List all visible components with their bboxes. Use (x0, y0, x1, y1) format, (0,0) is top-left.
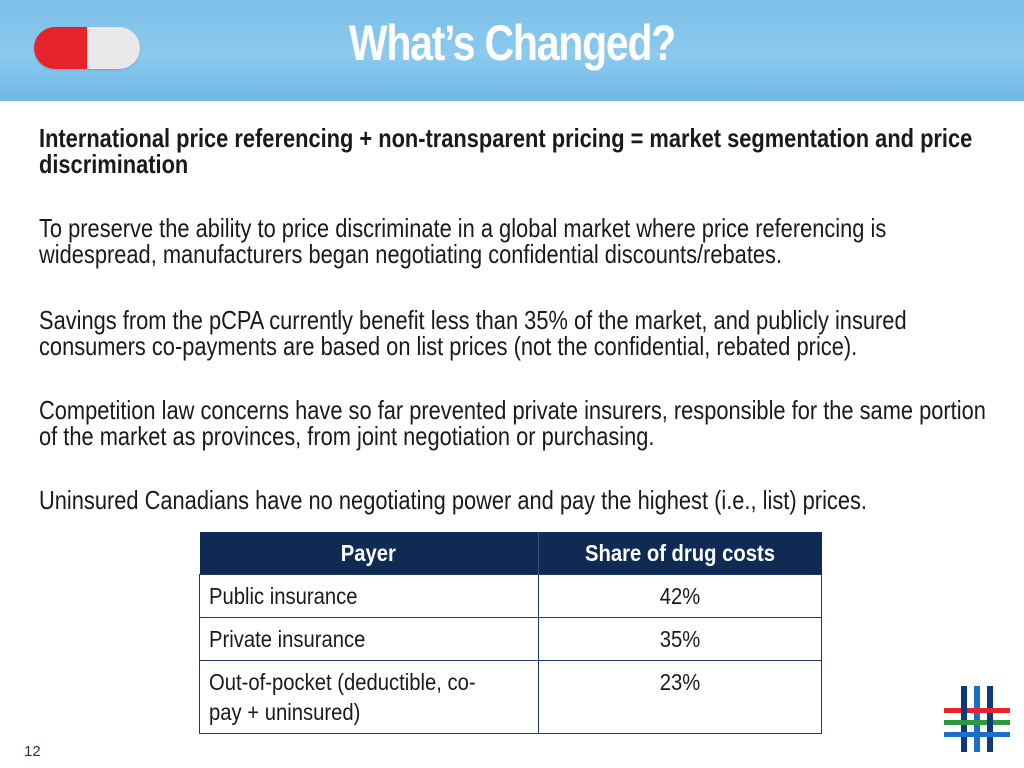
table-header-row: Payer Share of drug costs (199, 532, 822, 575)
column-header-share: Share of drug costs (538, 532, 822, 575)
paragraph-5: Uninsured Canadians have no negotiating … (39, 485, 867, 515)
table-row: Out-of-pocket (deductible, co-pay + unin… (199, 660, 822, 734)
column-header-payer: Payer (199, 532, 539, 575)
page-title: What’s Changed? (348, 15, 676, 71)
pill-icon (34, 27, 140, 69)
paragraph-4: Competition law concerns have so far pre… (39, 395, 986, 451)
paragraph-3: Savings from the pCPA currently benefit … (39, 305, 907, 361)
share-cell: 42% (538, 574, 822, 618)
share-cell: 23% (538, 660, 822, 734)
payer-cell: Private insurance (199, 617, 539, 661)
pill-white-half (87, 27, 140, 69)
table-row: Private insurance 35% (199, 617, 822, 661)
payer-cell: Out-of-pocket (deductible, co-pay + unin… (199, 660, 539, 734)
logo-icon (944, 686, 1010, 752)
payer-cell: Public insurance (199, 574, 539, 618)
paragraph-2: To preserve the ability to price discrim… (39, 213, 887, 269)
share-cell: 35% (538, 617, 822, 661)
payer-share-table: Payer Share of drug costs Public insuran… (199, 532, 822, 734)
paragraph-1: International price referencing + non-tr… (39, 123, 973, 179)
table-row: Public insurance 42% (199, 574, 822, 618)
page-number: 12 (24, 743, 41, 760)
pill-red-half (34, 27, 87, 69)
title-bar: What’s Changed? (0, 0, 1024, 101)
